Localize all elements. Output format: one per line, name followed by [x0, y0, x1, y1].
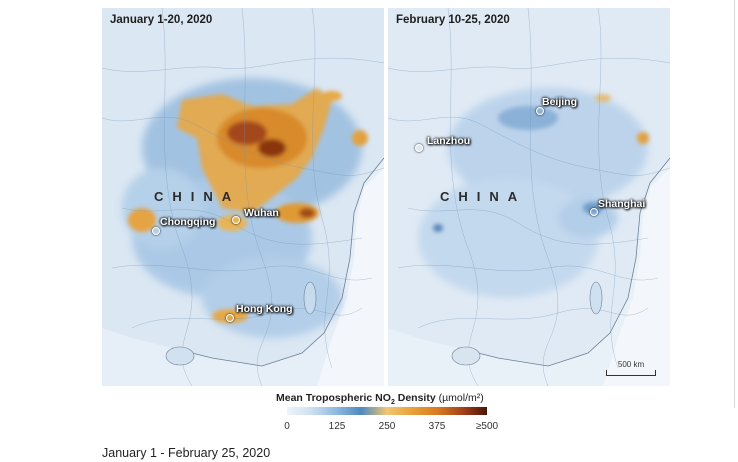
legend-title-suffix: Density	[394, 392, 436, 404]
caption: January 1 - February 25, 2020	[102, 446, 271, 460]
side-divider	[734, 0, 735, 408]
city-label-shanghai: Shanghai	[598, 198, 646, 210]
legend-tick: ≥500	[475, 421, 499, 432]
legend-tick: 375	[428, 421, 446, 432]
legend-title-prefix: Mean Tropospheric NO	[276, 392, 391, 404]
city-label-chongqing: Chongqing	[160, 216, 216, 228]
no2-map-february	[388, 8, 670, 386]
country-label-china: CHINA	[154, 189, 241, 204]
city-label-lanzhou: Lanzhou	[427, 135, 471, 147]
panel-title-february: February 10-25, 2020	[396, 14, 510, 26]
legend-tick: 0	[284, 421, 290, 432]
no2-map-january	[102, 8, 384, 386]
city-label-wuhan: Wuhan	[244, 207, 279, 219]
city-marker-hong-kong	[226, 314, 234, 322]
legend-unit: (µmol/m²)	[438, 392, 484, 404]
scale-line	[606, 370, 656, 376]
city-marker-wuhan	[232, 216, 240, 224]
country-label-china: CHINA	[440, 189, 527, 204]
legend-title-subscript: 2	[390, 399, 395, 407]
city-marker-shanghai	[590, 208, 598, 216]
scale-bar: 500 km	[606, 360, 656, 376]
panel-title-january: January 1-20, 2020	[110, 14, 213, 26]
legend-color-bar	[287, 407, 487, 415]
city-marker-chongqing	[152, 227, 160, 235]
city-label-beijing: Beijing	[542, 96, 578, 108]
city-label-hong-kong: Hong Kong	[236, 303, 293, 315]
scale-label: 500 km	[617, 360, 645, 369]
legend-tick: 250	[378, 421, 396, 432]
legend-tick: 125	[328, 421, 346, 432]
legend-title: Mean Tropospheric NO2 Density (µmol/m²)	[276, 392, 484, 406]
city-marker-lanzhou	[415, 144, 423, 152]
city-marker-beijing	[536, 107, 544, 115]
map-panel-february: February 10-25, 2020 CHINA Beijing Lanzh…	[388, 8, 670, 386]
map-panel-january: January 1-20, 2020 CHINA Chongqing Wuhan…	[102, 8, 384, 386]
